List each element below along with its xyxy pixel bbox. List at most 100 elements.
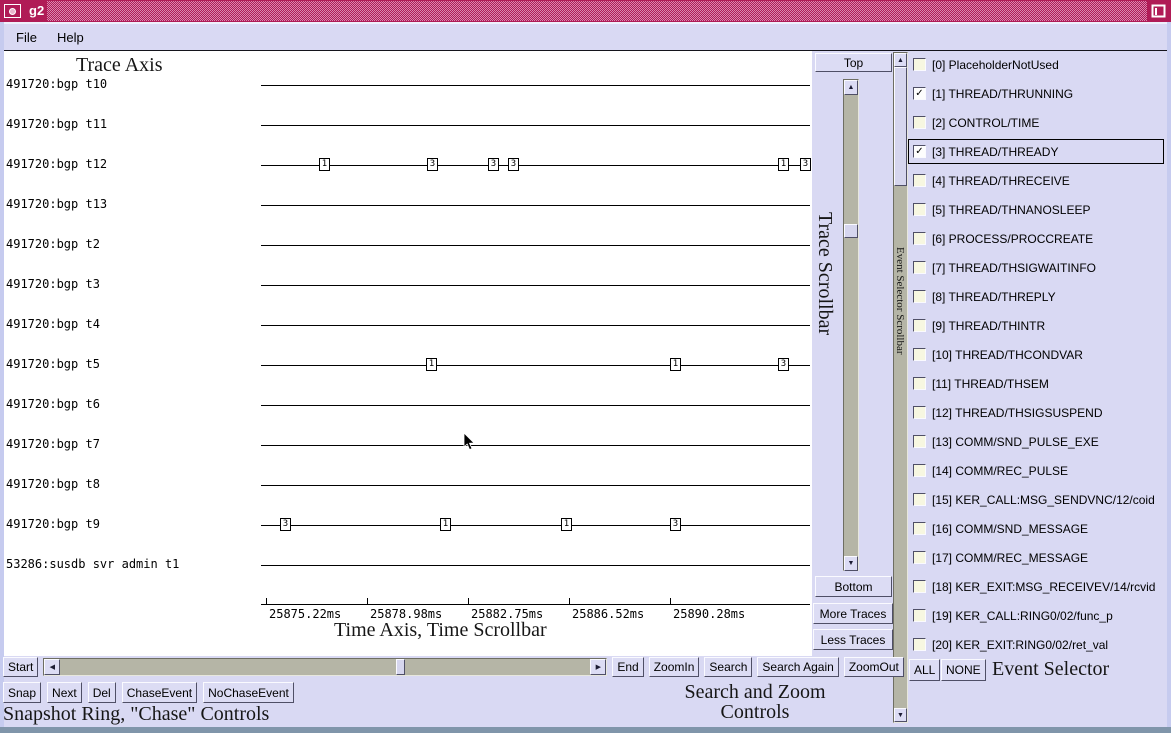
event-checkbox[interactable]	[913, 290, 926, 303]
event-selector-row[interactable]: [4] THREAD/THRECEIVE	[908, 168, 1164, 193]
event-label: [9] THREAD/THINTR	[932, 318, 1046, 333]
event-selector-row[interactable]: [13] COMM/SND_PULSE_EXE	[908, 429, 1164, 454]
event-marker[interactable]: 1	[426, 358, 437, 371]
none-button[interactable]: NONE	[941, 659, 986, 681]
trace-scrollbar[interactable]: ▲ ▼	[843, 79, 859, 571]
event-checkbox[interactable]	[913, 464, 926, 477]
event-selector-row[interactable]: [7] THREAD/THSIGWAITINFO	[908, 255, 1164, 280]
event-selector-row[interactable]: [5] THREAD/THNANOSLEEP	[908, 197, 1164, 222]
time-scrollbar[interactable]: ◀ ▶	[43, 658, 608, 676]
event-marker[interactable]: 3	[488, 158, 499, 171]
time-tick-label: 25886.52ms	[572, 607, 645, 621]
event-checkbox[interactable]	[913, 203, 926, 216]
event-checkbox[interactable]: ✓	[913, 87, 926, 100]
event-selector-row[interactable]: [17] COMM/REC_MESSAGE	[908, 545, 1164, 570]
event-label: [17] COMM/REC_MESSAGE	[932, 550, 1089, 565]
trace-plot-area[interactable]: Trace Axis 491720:bgp t10 491720:bgp t11 4…	[4, 51, 812, 656]
event-checkbox[interactable]	[913, 638, 926, 651]
snap-button[interactable]: Snap	[3, 682, 42, 703]
event-checkbox[interactable]	[913, 261, 926, 274]
event-selector-row[interactable]: [11] THREAD/THSEM	[908, 371, 1164, 396]
menu-help[interactable]: Help	[56, 29, 84, 45]
event-marker[interactable]: 1	[319, 158, 330, 171]
search-again-button[interactable]: Search Again	[757, 657, 839, 677]
event-selector-row[interactable]: [9] THREAD/THINTR	[908, 313, 1164, 338]
event-selector-row[interactable]: [10] THREAD/THCONDVAR	[908, 342, 1164, 367]
event-checkbox[interactable]	[913, 522, 926, 535]
scroll-down-icon[interactable]: ▼	[894, 708, 907, 722]
event-checkbox[interactable]	[913, 493, 926, 506]
event-checkbox[interactable]	[913, 232, 926, 245]
scroll-up-icon[interactable]: ▲	[894, 53, 907, 67]
search-zoom-label: Search and Zoom Controls	[684, 681, 826, 723]
event-checkbox[interactable]	[913, 319, 926, 332]
event-marker[interactable]: 1	[670, 358, 681, 371]
event-checkbox[interactable]	[913, 580, 926, 593]
event-checkbox[interactable]	[913, 609, 926, 622]
event-checkbox[interactable]	[913, 116, 926, 129]
next-button[interactable]: Next	[47, 682, 82, 703]
event-label: [14] COMM/REC_PULSE	[932, 463, 1069, 478]
event-selector-row[interactable]: [14] COMM/REC_PULSE	[908, 458, 1164, 483]
scroll-up-icon[interactable]: ▲	[844, 80, 858, 95]
event-selector-row[interactable]: [15] KER_CALL:MSG_SENDVNC/12/coid	[908, 487, 1164, 512]
event-selector-row[interactable]: [8] THREAD/THREPLY	[908, 284, 1164, 309]
scroll-right-icon[interactable]: ▶	[590, 659, 607, 675]
start-button[interactable]: Start	[3, 657, 39, 677]
snapshot-ring-label: Snapshot Ring, "Chase" Controls	[3, 703, 270, 725]
event-selector-scrollbar[interactable]: ▲ ▼	[893, 52, 908, 723]
title-bar[interactable]: g2	[0, 0, 1171, 22]
event-label: [13] COMM/SND_PULSE_EXE	[932, 434, 1099, 449]
event-marker[interactable]: 3	[508, 158, 519, 171]
end-button[interactable]: End	[612, 657, 644, 677]
event-marker[interactable]: 3	[778, 358, 789, 371]
less-traces-button[interactable]: Less Traces	[813, 629, 893, 650]
del-button[interactable]: Del	[87, 682, 116, 703]
trace-scrollbar-thumb[interactable]	[844, 224, 858, 238]
time-scrollbar-thumb[interactable]	[396, 659, 406, 675]
event-marker[interactable]: 3	[280, 518, 291, 531]
event-checkbox[interactable]	[913, 174, 926, 187]
event-selector-scrollbar-thumb[interactable]	[894, 67, 907, 186]
event-selector-row[interactable]: [20] KER_EXIT:RING0/02/ret_val	[908, 632, 1164, 657]
event-selector-row[interactable]: [16] COMM/SND_MESSAGE	[908, 516, 1164, 541]
event-label: [11] THREAD/THSEM	[932, 376, 1049, 391]
no-chase-event-button[interactable]: NoChaseEvent	[203, 682, 294, 703]
window-frame-right	[1167, 22, 1171, 727]
event-selector-row[interactable]: [18] KER_EXIT:MSG_RECEIVEV/14/rcvid	[908, 574, 1164, 599]
event-selector-row[interactable]: [2] CONTROL/TIME	[908, 110, 1164, 135]
top-button[interactable]: Top	[815, 53, 892, 72]
event-checkbox[interactable]: ✓	[913, 145, 926, 158]
event-checkbox[interactable]	[913, 377, 926, 390]
zoom-out-button[interactable]: ZoomOut	[843, 657, 904, 677]
event-checkbox[interactable]	[913, 406, 926, 419]
maximize-icon[interactable]	[1151, 4, 1166, 18]
event-selector-row[interactable]: [19] KER_CALL:RING0/02/func_p	[908, 603, 1164, 628]
scroll-down-icon[interactable]: ▼	[844, 556, 858, 571]
event-marker[interactable]: 1	[440, 518, 451, 531]
bottom-button[interactable]: Bottom	[815, 576, 892, 597]
menu-file[interactable]: File	[16, 29, 37, 45]
event-marker[interactable]: 1	[561, 518, 572, 531]
event-checkbox[interactable]	[913, 551, 926, 564]
window-menu-icon[interactable]	[4, 4, 21, 18]
search-button[interactable]: Search	[704, 657, 753, 677]
event-selector-row[interactable]: ✓ [1] THREAD/THRUNNING	[908, 81, 1164, 106]
all-button[interactable]: ALL	[909, 659, 941, 681]
event-checkbox[interactable]	[913, 58, 926, 71]
event-marker[interactable]: 3	[670, 518, 681, 531]
event-checkbox[interactable]	[913, 348, 926, 361]
event-selector-row[interactable]: [0] PlaceholderNotUsed	[908, 52, 1164, 77]
event-selector-row[interactable]: [12] THREAD/THSIGSUSPEND	[908, 400, 1164, 425]
window-frame-bottom	[0, 727, 1171, 733]
event-marker[interactable]: 1	[778, 158, 789, 171]
scroll-left-icon[interactable]: ◀	[44, 659, 61, 675]
more-traces-button[interactable]: More Traces	[813, 603, 893, 624]
event-selector-row[interactable]: [6] PROCESS/PROCCREATE	[908, 226, 1164, 251]
event-marker[interactable]: 3	[800, 158, 811, 171]
event-selector-row[interactable]: ✓ [3] THREAD/THREADY	[908, 139, 1164, 164]
chase-event-button[interactable]: ChaseEvent	[121, 682, 198, 703]
event-checkbox[interactable]	[913, 435, 926, 448]
event-marker[interactable]: 3	[427, 158, 438, 171]
zoom-in-button[interactable]: ZoomIn	[648, 657, 700, 677]
